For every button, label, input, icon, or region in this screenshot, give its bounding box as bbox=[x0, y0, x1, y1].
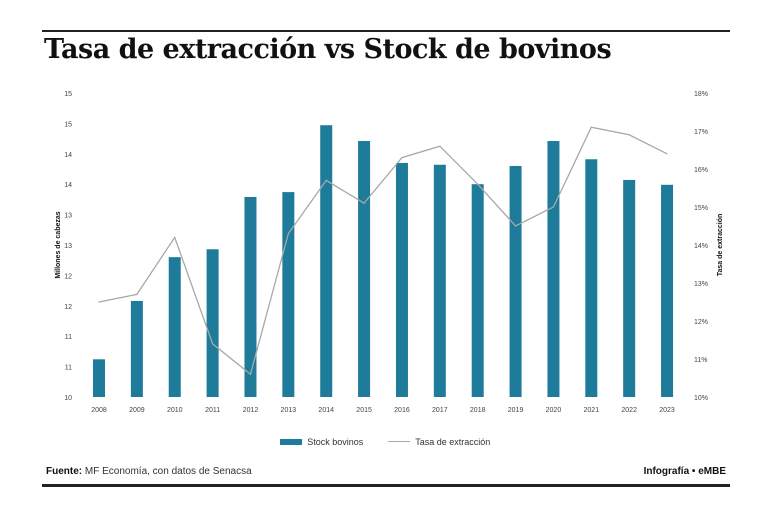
x-tick-label: 2020 bbox=[546, 407, 562, 414]
y2-tick-label: 16% bbox=[694, 167, 708, 174]
line-series bbox=[98, 126, 668, 376]
bar bbox=[395, 162, 408, 397]
x-tick-label: 2013 bbox=[281, 407, 297, 414]
bar bbox=[130, 300, 143, 397]
line-point bbox=[401, 157, 403, 159]
legend-label-tasa: Tasa de extracción bbox=[415, 436, 491, 447]
x-tick-label: 2021 bbox=[584, 407, 600, 414]
y-tick-label: 13 bbox=[64, 213, 72, 220]
bar bbox=[509, 165, 522, 397]
bar bbox=[585, 159, 598, 397]
bar bbox=[547, 141, 560, 397]
y2-axis-label: Tasa de extracción bbox=[717, 214, 724, 277]
line-point bbox=[477, 183, 479, 185]
y2-tick-label: 15% bbox=[694, 205, 708, 212]
line-point bbox=[136, 293, 138, 295]
line-point bbox=[249, 373, 252, 375]
line-point bbox=[363, 202, 365, 204]
line-point bbox=[212, 343, 214, 345]
x-tick-label: 2018 bbox=[470, 407, 486, 414]
bar bbox=[206, 249, 219, 397]
y-tick-label: 14 bbox=[64, 182, 72, 189]
y2-tick-label: 13% bbox=[694, 281, 708, 288]
y-tick-label: 14 bbox=[64, 152, 72, 159]
bar bbox=[93, 359, 105, 397]
y-axis-label: Millones de cabezas bbox=[55, 211, 62, 278]
line-point bbox=[98, 301, 100, 303]
line-point bbox=[287, 233, 289, 235]
line-point bbox=[628, 134, 630, 136]
y2-tick-label: 18% bbox=[694, 91, 708, 98]
source-text: MF Economía, con datos de Senacsa bbox=[82, 466, 252, 477]
x-tick-label: 2019 bbox=[508, 407, 524, 414]
y-tick-label: 11 bbox=[65, 334, 72, 341]
x-tick-label: 2008 bbox=[91, 407, 107, 414]
y-tick-label: 15 bbox=[64, 121, 72, 128]
x-tick-label: 2011 bbox=[205, 407, 220, 414]
y-tick-label: 12 bbox=[64, 273, 72, 280]
credit: Infografía • eMBE bbox=[643, 466, 726, 477]
y2-tick-label: 12% bbox=[694, 319, 708, 326]
x-tick-label: 2010 bbox=[167, 407, 183, 414]
chart-title: Tasa de extracción vs Stock de bovinos bbox=[44, 34, 612, 65]
top-rule bbox=[42, 30, 730, 32]
legend-swatch-line bbox=[387, 441, 410, 443]
x-tick-label: 2016 bbox=[394, 407, 410, 414]
legend: Stock bovinos Tasa de extracción bbox=[0, 436, 770, 447]
line-point bbox=[439, 145, 441, 147]
x-tick-label: 2015 bbox=[356, 407, 372, 414]
y-tick-label: 10 bbox=[64, 395, 72, 402]
line-point bbox=[590, 126, 592, 128]
line-point bbox=[514, 225, 517, 227]
legend-swatch-bar bbox=[279, 438, 302, 445]
bar bbox=[358, 141, 371, 397]
x-tick-label: 2017 bbox=[432, 407, 448, 414]
bar bbox=[320, 125, 333, 397]
legend-label-stock: Stock bovinos bbox=[307, 436, 364, 447]
source-note: Fuente: MF Economía, con datos de Senacs… bbox=[46, 466, 252, 477]
y2-tick-label: 14% bbox=[694, 243, 708, 250]
y2-tick-label: 11% bbox=[694, 357, 708, 364]
bar bbox=[661, 184, 674, 397]
x-tick-label: 2023 bbox=[659, 407, 675, 414]
bar bbox=[244, 196, 257, 397]
x-tick-label: 2014 bbox=[318, 407, 334, 414]
source-label: Fuente: bbox=[46, 466, 83, 477]
line-point bbox=[174, 236, 176, 238]
bar bbox=[282, 192, 295, 397]
bar bbox=[168, 257, 181, 397]
line-point bbox=[325, 179, 327, 181]
line-point bbox=[666, 153, 668, 155]
bottom-rule bbox=[42, 484, 730, 487]
x-tick-label: 2012 bbox=[243, 407, 259, 414]
y-tick-label: 12 bbox=[64, 304, 72, 311]
y-tick-label: 13 bbox=[64, 243, 72, 250]
bar bbox=[433, 164, 446, 397]
x-tick-label: 2022 bbox=[621, 407, 637, 414]
y-tick-label: 11 bbox=[65, 365, 72, 372]
y2-tick-label: 10% bbox=[694, 395, 708, 402]
bar bbox=[471, 184, 484, 397]
y-tick-label: 15 bbox=[64, 91, 72, 98]
bar bbox=[623, 179, 636, 397]
line-point bbox=[552, 206, 555, 208]
y2-tick-label: 17% bbox=[694, 129, 708, 136]
x-tick-label: 2009 bbox=[129, 407, 145, 414]
